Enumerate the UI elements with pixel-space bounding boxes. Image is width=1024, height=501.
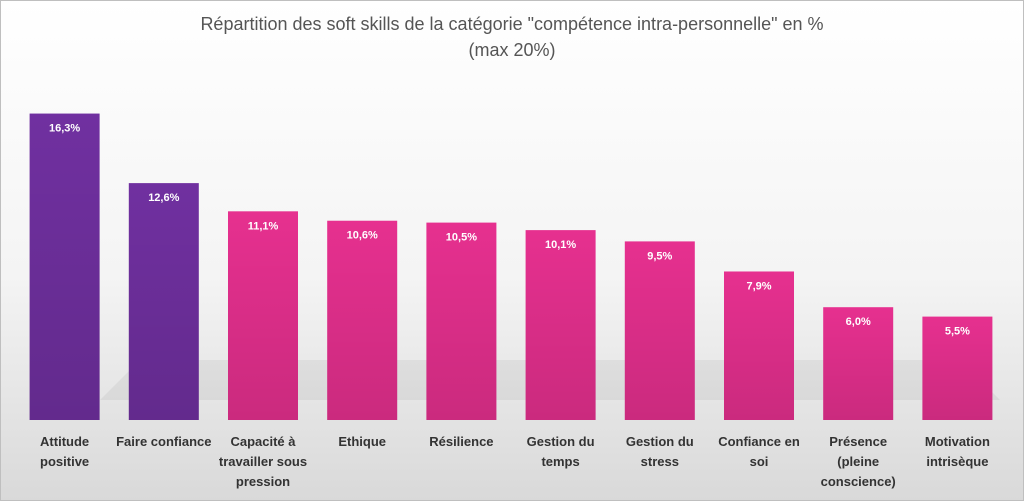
x-tick-label: Ethique (338, 434, 387, 449)
value-label: 9,5% (647, 250, 672, 262)
bar-shade (426, 222, 497, 420)
value-label: 16,3% (49, 123, 80, 135)
value-label: 7,9% (746, 280, 771, 292)
x-tick-label: Motivation intrisèque (924, 434, 990, 469)
x-tick-label: Faire confiance (116, 434, 212, 449)
bar-shade (922, 316, 993, 420)
bar-shade (823, 307, 894, 420)
x-tick-label: Résilience (429, 434, 494, 449)
bar-shade (327, 220, 398, 420)
value-label: 11,1% (248, 220, 279, 232)
bar-shade (228, 211, 298, 420)
chart-subtitle: (max 20%) (468, 40, 555, 60)
chart-title: Répartition des soft skills de la catégo… (200, 14, 823, 34)
value-label: 6,0% (846, 316, 871, 328)
x-tick-label: Gestion du temps (526, 434, 595, 469)
x-tick-label: Capacité à travailler sous pression (218, 434, 308, 489)
value-label: 10,5% (446, 232, 477, 244)
value-label: 10,6% (347, 230, 378, 242)
bar-shade (29, 113, 100, 420)
x-tick-label: Confiance en soi (718, 434, 800, 469)
bar-shade (624, 241, 695, 420)
x-tick-label: Présence (pleine conscience) (820, 434, 896, 489)
value-label: 10,1% (545, 239, 576, 251)
bar-shade (724, 271, 794, 420)
value-label: 5,5% (945, 326, 970, 338)
x-tick-label: Gestion du stress (625, 434, 694, 469)
x-tick-label: Attitude positive (40, 434, 90, 469)
bar-shade (128, 183, 199, 420)
value-label: 12,6% (148, 192, 179, 204)
bar-shade (525, 230, 596, 420)
